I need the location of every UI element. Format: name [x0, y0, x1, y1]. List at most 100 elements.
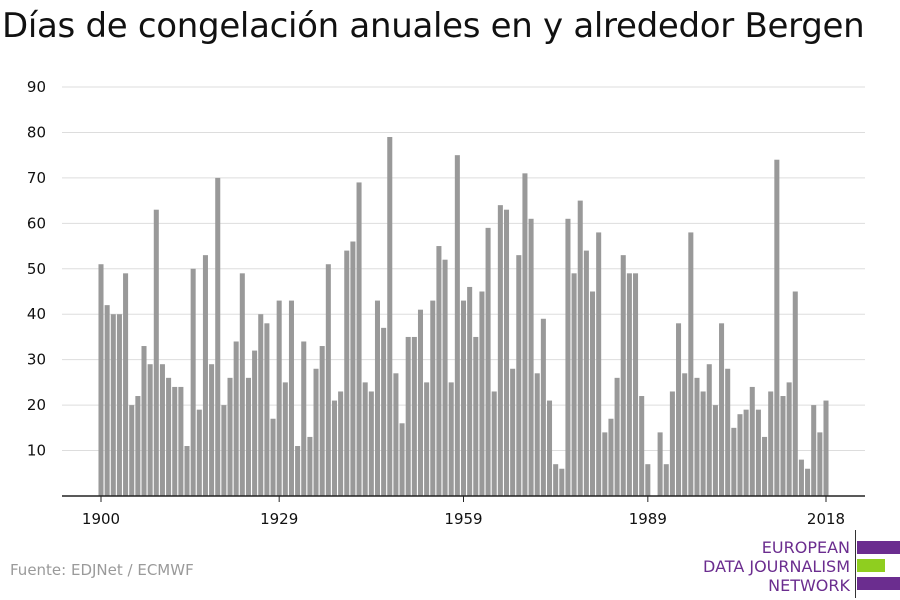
bar-1944 — [368, 391, 374, 496]
bar-2001 — [719, 323, 725, 496]
bar-1926 — [258, 314, 264, 496]
x-tick-label-1900: 1900 — [82, 510, 120, 528]
bar-2004 — [737, 414, 743, 496]
logo-bar-purple-bottom — [857, 577, 900, 590]
bar-1959 — [460, 300, 467, 496]
logo-text-european: EUROPEAN — [761, 538, 850, 557]
logo-bar-purple-top — [857, 541, 900, 554]
logo-bar-green — [857, 559, 885, 572]
bar-1997 — [694, 377, 700, 496]
x-axis-ticks — [100, 496, 827, 502]
bar-1900 — [98, 264, 104, 496]
bar-1971 — [534, 373, 540, 496]
bar-1998 — [700, 391, 706, 496]
bar-1978 — [577, 200, 583, 496]
bar-1982 — [602, 432, 608, 496]
y-tick-label-80: 80 — [27, 123, 46, 141]
edjnet-logo[interactable]: EUROPEAN DATA JOURNALISM NETWORK — [700, 530, 900, 600]
bar-1956 — [442, 259, 448, 496]
bar-1940 — [344, 250, 350, 496]
y-tick-label-40: 40 — [27, 305, 46, 323]
bar-1948 — [393, 373, 399, 496]
logo-divider — [855, 530, 856, 598]
bar-1962 — [479, 291, 485, 496]
bar-1988 — [639, 396, 645, 496]
bar-2006 — [749, 386, 755, 496]
x-tick-label-2018: 2018 — [807, 510, 845, 528]
bar-1942 — [356, 182, 362, 496]
bar-1996 — [688, 232, 694, 496]
bar-1906 — [135, 396, 141, 496]
bar-1951 — [411, 336, 417, 496]
bar-1935 — [313, 368, 319, 496]
bar-1936 — [319, 346, 325, 496]
bar-2000 — [712, 405, 718, 496]
bar-1920 — [221, 405, 227, 496]
bar-1950 — [405, 336, 411, 496]
bar-1980 — [590, 291, 596, 496]
bar-1903 — [116, 314, 122, 496]
bar-1909 — [153, 209, 159, 496]
bars — [98, 136, 829, 497]
bar-1946 — [381, 327, 387, 496]
bar-1970 — [528, 218, 534, 497]
bar-1981 — [596, 232, 602, 496]
bar-1974 — [553, 464, 559, 496]
bar-2002 — [725, 368, 731, 496]
bar-1905 — [129, 405, 135, 496]
y-tick-label-10: 10 — [27, 442, 46, 460]
y-tick-label-50: 50 — [27, 260, 46, 278]
bar-2005 — [743, 409, 749, 496]
bar-2013 — [792, 291, 798, 496]
bar-2018 — [823, 400, 829, 496]
bar-1912 — [172, 386, 178, 496]
bar-1939 — [338, 391, 344, 496]
bar-1989 — [645, 464, 651, 496]
bar-1957 — [448, 382, 454, 496]
bar-2014 — [798, 459, 804, 496]
bar-1994 — [676, 323, 682, 496]
bar-2003 — [731, 427, 737, 496]
bar-1972 — [540, 318, 546, 496]
bar-1953 — [424, 382, 430, 496]
bar-1932 — [295, 446, 301, 496]
bar-1901 — [104, 305, 110, 496]
bar-1977 — [571, 273, 577, 496]
bar-1931 — [288, 300, 294, 496]
bar-2010 — [774, 159, 780, 496]
bar-1911 — [166, 377, 172, 496]
logo-text-data-journalism: DATA JOURNALISM — [703, 557, 850, 576]
bar-1927 — [264, 323, 270, 496]
bar-1966 — [503, 209, 510, 496]
bar-1995 — [682, 373, 688, 496]
bar-1915 — [190, 268, 196, 496]
bar-1918 — [209, 364, 215, 496]
x-tick-label-1989: 1989 — [629, 510, 667, 528]
bar-1925 — [252, 350, 258, 496]
bar-1958 — [454, 155, 460, 496]
bar-1993 — [669, 391, 675, 496]
y-tick-label-60: 60 — [27, 214, 46, 232]
bar-1969 — [522, 173, 528, 496]
x-tick-label-1959: 1959 — [444, 510, 482, 528]
bar-1945 — [374, 300, 381, 496]
source-note: Fuente: EDJNet / ECMWF — [10, 561, 194, 579]
bar-1984 — [614, 377, 620, 496]
bar-2017 — [817, 432, 823, 496]
bar-1914 — [184, 446, 190, 496]
bar-1908 — [147, 364, 153, 496]
bar-1923 — [239, 273, 245, 496]
bar-1919 — [215, 177, 221, 496]
bar-1961 — [473, 336, 479, 496]
bar-1976 — [565, 218, 571, 497]
bar-1963 — [485, 227, 491, 496]
bar-2012 — [786, 382, 792, 496]
bar-2011 — [780, 396, 786, 496]
bar-1921 — [227, 377, 233, 496]
bar-1991 — [657, 432, 663, 496]
x-axis-labels: 1900 1929 1959 1989 2018 — [82, 510, 845, 528]
bar-1960 — [467, 286, 473, 496]
bar-1952 — [417, 309, 424, 496]
bar-1954 — [430, 300, 436, 496]
